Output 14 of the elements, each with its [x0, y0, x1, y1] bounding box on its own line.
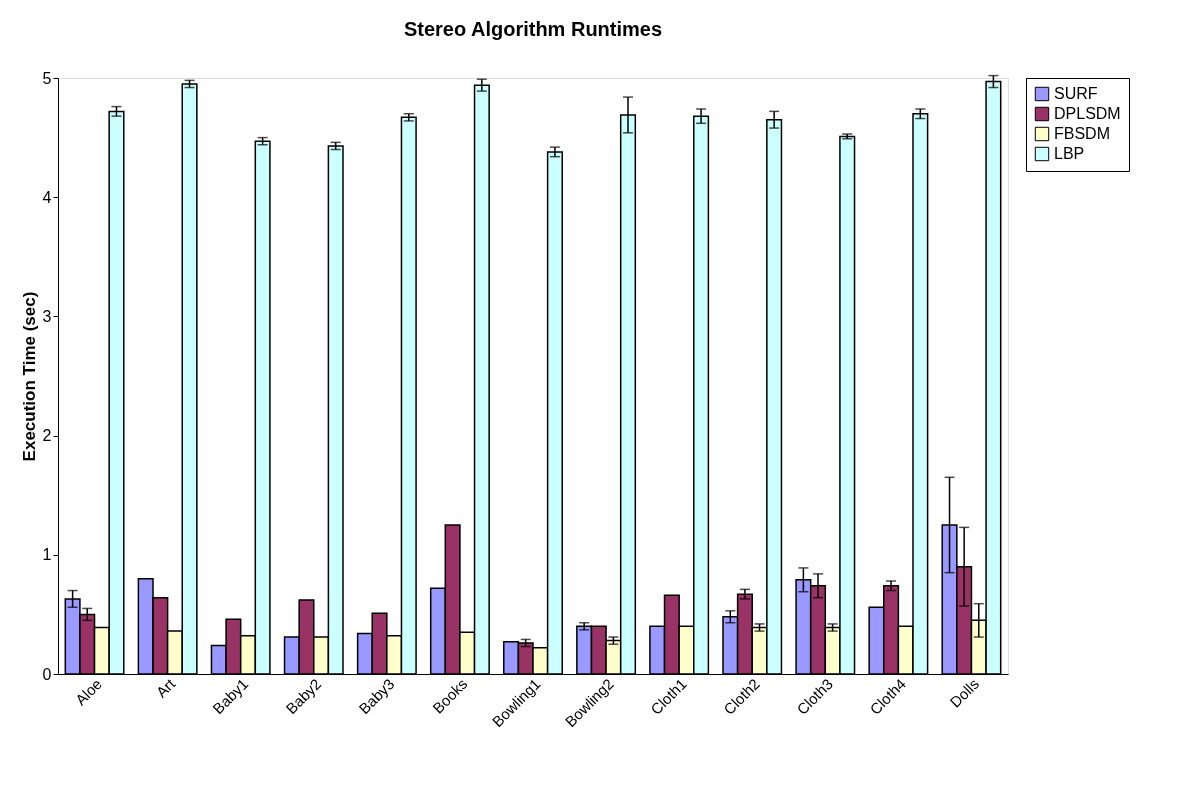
- x-tick-label: Art: [152, 674, 179, 701]
- y-tick-label: 1: [42, 546, 52, 564]
- y-axis-title: Execution Time (sec): [19, 291, 39, 462]
- legend-label: DPLSDM: [1054, 105, 1121, 122]
- y-tick-label: 4: [42, 188, 52, 206]
- y-tick-label: 5: [42, 69, 52, 87]
- legend-label: LBP: [1054, 145, 1085, 162]
- x-tick-label: Aloe: [71, 675, 106, 709]
- y-tick-label: 2: [42, 427, 52, 445]
- legend-label: SURF: [1054, 85, 1098, 102]
- y-tick-label: 0: [42, 665, 52, 683]
- legend-label: FBSDM: [1054, 125, 1110, 142]
- y-tick-label: 3: [42, 307, 52, 325]
- chart-title: Stereo Algorithm Runtimes: [403, 18, 663, 40]
